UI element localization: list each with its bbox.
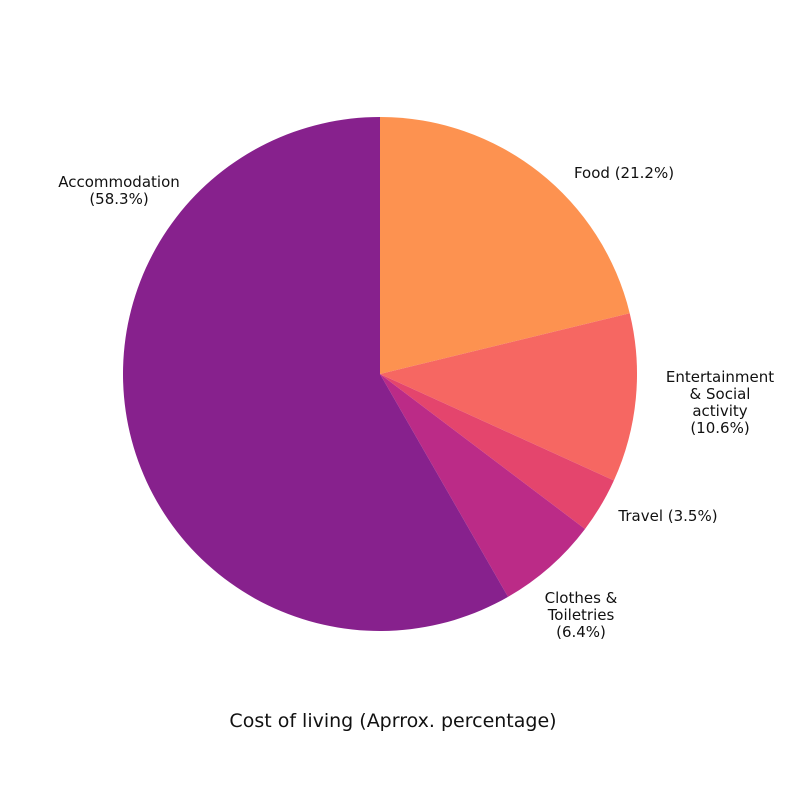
slice-label-entertainment-social-activity: Entertainment & Social activity (10.6%) [666, 368, 774, 437]
pie-slice-clothes-toiletries [380, 374, 586, 597]
pie-slice-food [380, 117, 630, 374]
pie-slice-travel [380, 374, 614, 529]
slice-label-clothes-toiletries: Clothes & Toiletries (6.4%) [545, 589, 618, 641]
pie-slice-accommodation [123, 117, 509, 631]
pie-labels: Food (21.2%) Entertainment & Social activit… [58, 164, 774, 641]
slice-label-accommodation: Accommodation (58.3%) [58, 173, 180, 208]
chart-caption: Cost of living (Aprrox. percentage) [229, 710, 556, 732]
pie-slice-entertainment-social-activity [380, 313, 637, 481]
pie-slices [123, 117, 637, 631]
slice-label-food: Food (21.2%) [574, 164, 674, 182]
slice-label-travel: Travel (3.5%) [617, 507, 717, 525]
